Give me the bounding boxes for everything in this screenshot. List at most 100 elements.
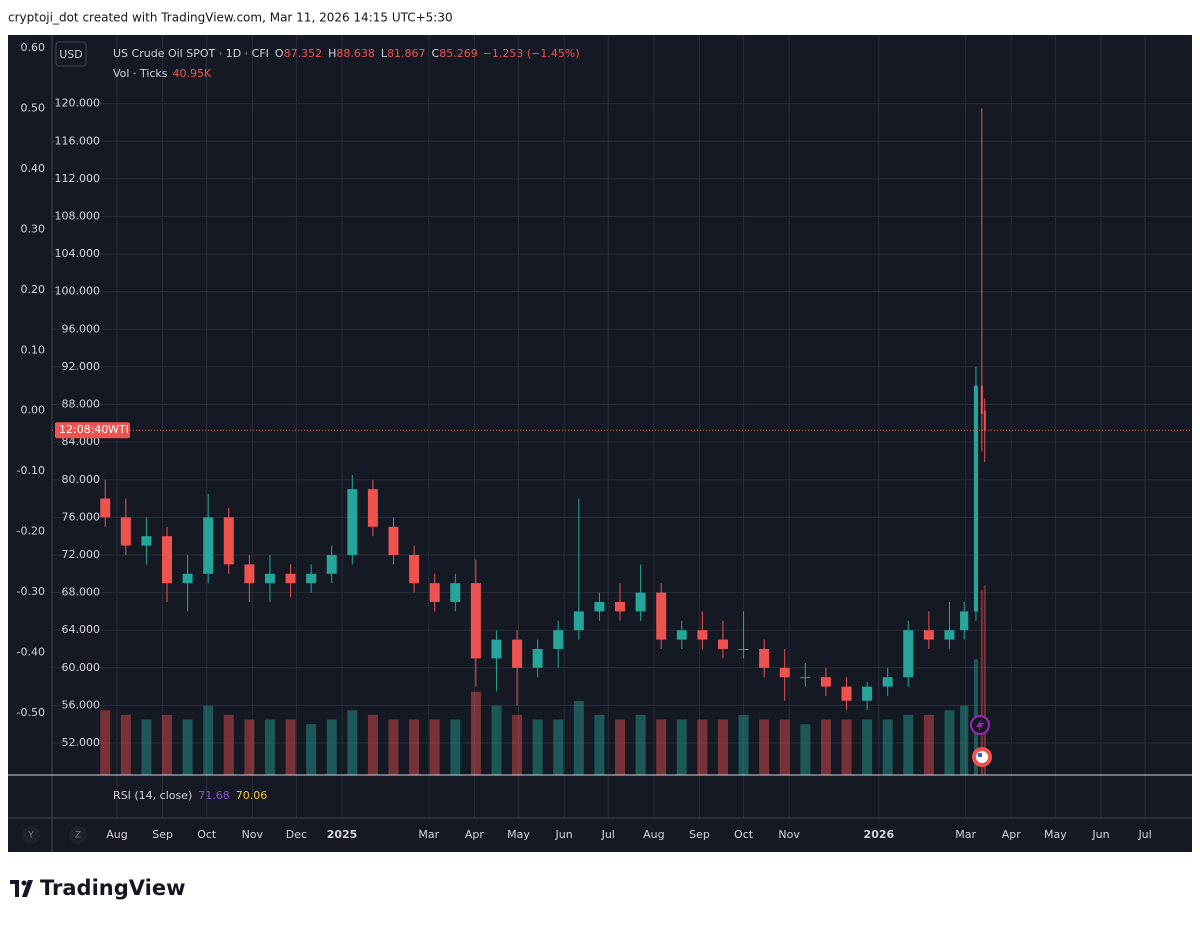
volume-bar (656, 719, 667, 775)
candle-body (841, 686, 852, 701)
volume-bar (738, 714, 749, 775)
axis-button-label: Y (27, 831, 34, 841)
volume-bar (759, 719, 770, 775)
x-tick-label: Mar (955, 828, 976, 841)
volume-bar (182, 719, 193, 775)
chart-background (8, 35, 1192, 852)
volume-bar (450, 719, 461, 775)
volume-bar (409, 719, 420, 775)
brand-logo (10, 880, 33, 897)
candle-body (388, 526, 399, 555)
rsi-value: 71.68 (198, 789, 230, 802)
y-tick-label: 68.000 (62, 586, 101, 599)
legend-ohlc-label: L (381, 47, 388, 60)
y-tick-label: 64.000 (62, 623, 101, 636)
volume-bar (306, 724, 317, 775)
candle-body (862, 686, 873, 701)
candle-body (676, 630, 687, 640)
x-tick-label: Sep (689, 828, 710, 841)
candle-body (429, 583, 440, 602)
legend-change: −1.253 (−1.45%) (483, 47, 580, 60)
candle-body (697, 630, 708, 640)
x-tick-label: Jun (555, 828, 573, 841)
volume-bar (983, 585, 986, 775)
volume-bar (615, 719, 626, 775)
currency-box[interactable] (55, 41, 87, 67)
candle-body (285, 573, 296, 584)
candle-body (594, 601, 605, 612)
volume-bar (960, 705, 969, 775)
y-tick-label: 92.000 (62, 360, 101, 373)
candle-body (491, 639, 502, 659)
volume-bar (717, 719, 728, 775)
legend-ohlc-value: 85.269 (439, 47, 478, 60)
volume-bar (980, 590, 983, 775)
y-tick-label: 88.000 (62, 398, 101, 411)
y-tick-label: 116.000 (55, 134, 101, 147)
y-tick-label: 72.000 (62, 548, 101, 561)
volume-bar (162, 714, 173, 775)
candle-body (635, 592, 646, 612)
volume-title: Vol · Ticks (113, 67, 168, 80)
y2-tick-label: 0.40 (21, 162, 46, 175)
x-tick-label: Oct (734, 828, 754, 841)
legend-ohlc-value: 87.352 (284, 47, 323, 60)
legend-ohlc-label: C (432, 47, 440, 60)
y2-tick-label: 0.20 (21, 283, 46, 296)
volume-bar (203, 705, 214, 775)
volume-bar (697, 719, 708, 775)
volume-bar (244, 719, 255, 775)
candle-body (306, 573, 317, 584)
candle-body (326, 554, 337, 574)
rsi-legend: RSI (14, close) 71.68 70.06 (113, 789, 267, 802)
volume-bar (882, 719, 893, 775)
y2-tick-label: -0.20 (17, 525, 45, 538)
legend-ohlc-label: H (328, 47, 336, 60)
y-tick-label: 52.000 (62, 736, 101, 749)
candle-body (717, 639, 728, 650)
volume-legend: Vol · Ticks 40.95K (113, 67, 212, 80)
volume-bar (347, 710, 358, 775)
volume-bar (285, 719, 296, 775)
x-tick-label: Sep (152, 828, 173, 841)
x-tick-label: Aug (106, 828, 127, 841)
y-tick-label: 84.000 (62, 435, 101, 448)
price-tag-symbol: WTI (108, 423, 129, 436)
volume-bar (470, 691, 481, 775)
candle-body (973, 385, 979, 612)
axis-button[interactable] (22, 826, 40, 844)
candle-body (615, 601, 626, 612)
candle-body (100, 498, 111, 518)
y2-tick-label: -0.10 (17, 464, 45, 477)
x-tick-label: May (1044, 828, 1067, 841)
x-tick-label: Jun (1091, 828, 1109, 841)
y-tick-label: 120.000 (55, 97, 101, 110)
y-tick-label: 104.000 (55, 247, 101, 260)
candle-body (512, 639, 523, 668)
y-tick-label: 56.000 (62, 698, 101, 711)
volume-bar (141, 719, 152, 775)
candle-body (800, 677, 811, 679)
legend-ohlc-label: O (275, 47, 284, 60)
candle-body (162, 536, 173, 584)
rsi-title: RSI (14, close) (113, 789, 192, 802)
volume-bar (903, 714, 914, 775)
x-tick-label: Jul (601, 828, 615, 841)
volume-bar (429, 719, 440, 775)
legend: US Crude Oil SPOT · 1D · CFI O87.352 H88.6… (113, 47, 580, 60)
y-tick-label: 60.000 (62, 661, 101, 674)
candle-body (820, 677, 831, 687)
volume-bar (532, 719, 543, 775)
y2-tick-label: 0.00 (21, 404, 46, 417)
volume-bar (388, 719, 399, 775)
x-tick-label: May (507, 828, 530, 841)
candle-body (120, 517, 131, 546)
price-tag-time: 12:08:40 (59, 423, 108, 436)
axis-button[interactable] (69, 826, 87, 844)
candle-body (367, 489, 378, 527)
event-icon-glyph (976, 718, 984, 732)
volume-bar (553, 719, 564, 775)
volume-value: 40.95K (173, 67, 212, 80)
candle-body (264, 573, 275, 584)
